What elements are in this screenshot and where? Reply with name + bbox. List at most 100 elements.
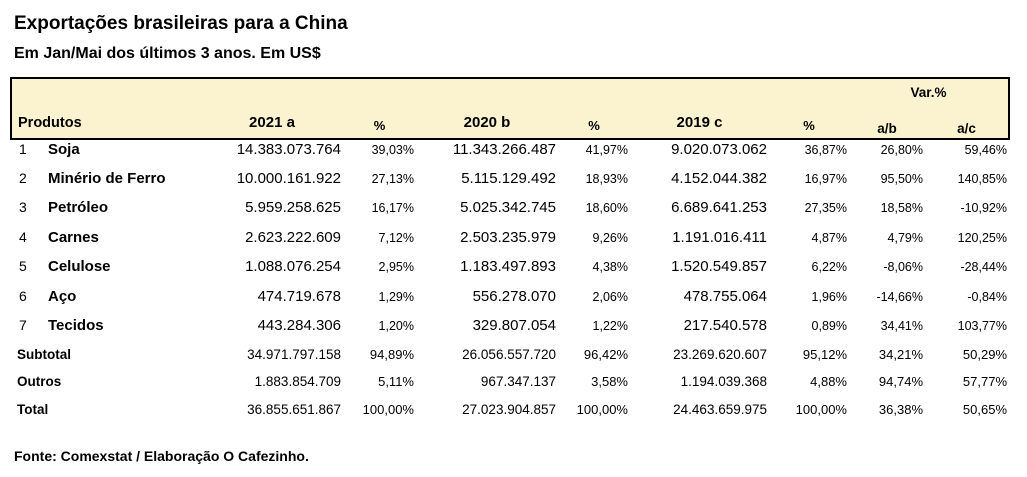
- pct-2019: 4,88%: [810, 374, 847, 389]
- pct-2019: 1,96%: [811, 289, 847, 304]
- value-2021: 5.959.258.625: [245, 199, 341, 216]
- pct-2020: 4,38%: [592, 260, 628, 274]
- value-2020: 27.023.904.857: [462, 401, 556, 417]
- pct-2021: 27,13%: [371, 171, 414, 186]
- pct-2019: 16,97%: [804, 171, 847, 186]
- var-ac: 50,29%: [962, 346, 1007, 362]
- value-2020: 2.503.235.979: [460, 228, 556, 246]
- header-spacer: [10, 77, 849, 102]
- summary-label: Total: [17, 401, 49, 417]
- table-row: 5 Celulose 1.088.076.254 2,95% 1.183.497…: [11, 257, 1009, 287]
- value-2019: 6.689.641.253: [671, 199, 767, 216]
- var-ab: -8,06%: [883, 260, 923, 274]
- table-row: 4 Carnes 2.623.222.609 7,12% 2.503.235.9…: [11, 228, 1009, 258]
- header-products: Produtos: [10, 102, 201, 140]
- pct-2020: 41,97%: [585, 143, 628, 157]
- summary-row-subtotal: Subtotal 34.971.797.158 94,89% 26.056.55…: [11, 346, 1009, 374]
- value-2020: 967.347.137: [480, 374, 556, 389]
- table-header: Var.% Produtos 2021 a % 2020 b % 2019 c …: [10, 77, 1010, 140]
- var-ac: 59,46%: [964, 143, 1007, 157]
- pct-2019: 0,89%: [811, 319, 847, 333]
- value-2019: 1.194.039.368: [680, 374, 767, 389]
- pct-2021: 94,89%: [369, 346, 414, 362]
- pct-2020: 9,26%: [592, 230, 628, 245]
- var-ac: 50,65%: [962, 401, 1007, 417]
- header-pct-2020: %: [558, 102, 630, 140]
- pct-2020: 100,00%: [576, 401, 628, 417]
- value-2021: 474.719.678: [257, 287, 341, 305]
- pct-2021: 16,17%: [371, 201, 414, 215]
- header-pct-2021: %: [343, 102, 416, 140]
- var-ab: 34,41%: [880, 319, 923, 333]
- value-2020: 26.056.557.720: [462, 346, 556, 362]
- summary-row-outros: Outros 1.883.854.709 5,11% 967.347.137 3…: [11, 373, 1009, 401]
- value-2021: 14.383.073.764: [236, 141, 341, 158]
- header-var-group-row: Var.%: [10, 77, 1010, 102]
- table-row: 7 Tecidos 443.284.306 1,20% 329.807.054 …: [11, 316, 1009, 346]
- var-ac: 57,77%: [962, 374, 1007, 389]
- value-2021: 1.088.076.254: [245, 258, 341, 275]
- var-ac: -28,44%: [960, 260, 1007, 274]
- product-name: Carnes: [48, 228, 99, 246]
- var-ab: 18,58%: [880, 201, 923, 215]
- value-2020: 1.183.497.893: [460, 258, 556, 275]
- summary-label: Subtotal: [17, 346, 71, 362]
- value-2020: 5.115.129.492: [461, 169, 556, 187]
- pct-2021: 100,00%: [362, 401, 414, 417]
- value-2019: 4.152.044.382: [671, 169, 767, 187]
- summary-label: Outros: [17, 374, 62, 389]
- header-2020: 2020 b: [416, 102, 558, 140]
- row-number: 3: [19, 199, 27, 215]
- header-2021: 2021 a: [201, 102, 343, 140]
- exports-table: Var.% Produtos 2021 a % 2020 b % 2019 c …: [10, 77, 1010, 428]
- product-name: Aço: [48, 287, 77, 305]
- page-title: Exportações brasileiras para a China: [14, 13, 348, 34]
- var-ab: 4,79%: [887, 230, 923, 245]
- product-name: Celulose: [48, 258, 111, 275]
- pct-2020: 1,22%: [592, 319, 628, 333]
- value-2019: 23.269.620.607: [673, 346, 767, 362]
- pct-2021: 1,20%: [378, 319, 414, 333]
- table-body: 1 Soja 14.383.073.764 39,03% 11.343.266.…: [11, 139, 1009, 428]
- value-2019: 24.463.659.975: [673, 401, 767, 417]
- table-row: 2 Minério de Ferro 10.000.161.922 27,13%…: [11, 169, 1009, 199]
- source-note: Fonte: Comexstat / Elaboração O Cafezinh…: [14, 448, 309, 464]
- pct-2021: 2,95%: [378, 260, 414, 274]
- header-row: Produtos 2021 a % 2020 b % 2019 c % a/b …: [10, 102, 1010, 140]
- value-2019: 217.540.578: [683, 317, 767, 334]
- var-ac: 120,25%: [957, 230, 1007, 245]
- pct-2020: 96,42%: [583, 346, 628, 362]
- value-2019: 9.020.073.062: [671, 141, 767, 158]
- pct-2020: 18,93%: [585, 171, 628, 186]
- pct-2019: 4,87%: [811, 230, 847, 245]
- value-2019: 1.520.549.857: [671, 258, 767, 275]
- product-name: Petróleo: [48, 199, 109, 216]
- row-number: 6: [19, 287, 27, 304]
- value-2020: 5.025.342.745: [460, 199, 556, 216]
- var-ac: 103,77%: [957, 319, 1007, 333]
- value-2020: 11.343.266.487: [452, 141, 556, 158]
- header-2019: 2019 c: [630, 102, 769, 140]
- row-number: 1: [19, 141, 27, 157]
- value-2021: 443.284.306: [257, 317, 341, 334]
- pct-2019: 27,35%: [804, 201, 847, 215]
- row-number: 4: [19, 228, 27, 245]
- value-2020: 556.278.070: [472, 287, 556, 305]
- header-var-ab: a/b: [849, 102, 925, 140]
- value-2019: 478.755.064: [683, 287, 767, 305]
- pct-2020: 3,58%: [591, 374, 628, 389]
- var-ab: 34,21%: [878, 346, 923, 362]
- var-ab: 26,80%: [880, 143, 923, 157]
- header-var-ac: a/c: [925, 102, 1010, 140]
- table-row: 1 Soja 14.383.073.764 39,03% 11.343.266.…: [11, 139, 1009, 169]
- pct-2021: 5,11%: [378, 374, 414, 389]
- product-name: Tecidos: [48, 317, 104, 334]
- var-ab: 94,74%: [878, 374, 923, 389]
- page-subtitle: Em Jan/Mai dos últimos 3 anos. Em US$: [14, 45, 321, 62]
- pct-2021: 1,29%: [378, 289, 414, 304]
- value-2020: 329.807.054: [472, 317, 556, 334]
- var-ac: 140,85%: [957, 171, 1007, 186]
- pct-2020: 2,06%: [592, 289, 628, 304]
- pct-2019: 6,22%: [811, 260, 847, 274]
